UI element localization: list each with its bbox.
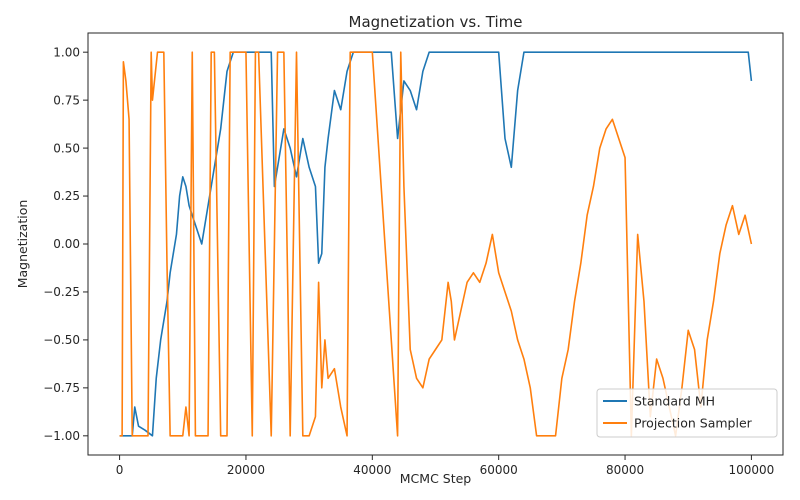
y-tick-label: 0.75 — [53, 93, 80, 107]
plot-area — [119, 51, 753, 437]
y-tick-label: 0.00 — [53, 237, 80, 251]
chart-title: Magnetization vs. Time — [349, 13, 523, 31]
x-tick-label: 0 — [116, 463, 124, 477]
x-axis: 0 20000 40000 60000 80000 100000 — [116, 455, 775, 477]
x-tick-label: 80000 — [606, 463, 644, 477]
y-tick-label: 0.25 — [53, 189, 80, 203]
legend-box — [596, 388, 778, 438]
y-tick-label: −1.00 — [43, 429, 80, 443]
legend-label-standard-mh: Standard MH — [634, 394, 715, 409]
x-tick-label: 20000 — [227, 463, 265, 477]
y-tick-label: 1.00 — [53, 45, 80, 59]
legend-label-projection-sampler: Projection Sampler — [634, 416, 753, 431]
y-tick-label: −0.75 — [43, 381, 80, 395]
series-line-standard-mh — [119, 51, 753, 437]
y-axis: −1.00 −0.75 −0.50 −0.25 0.00 0.25 0.50 0.75 1.00 — [43, 45, 88, 443]
y-tick-label: −0.50 — [43, 333, 80, 347]
x-axis-label: MCMC Step — [400, 471, 472, 486]
y-tick-label: 0.50 — [53, 141, 80, 155]
y-axis-label: Magnetization — [15, 200, 30, 289]
series-line-projection-sampler — [119, 51, 753, 437]
legend: Standard MH Projection Sampler — [596, 388, 778, 438]
x-tick-label: 40000 — [353, 463, 391, 477]
x-tick-label: 60000 — [480, 463, 518, 477]
x-tick-label: 100000 — [729, 463, 775, 477]
y-tick-label: −0.25 — [43, 285, 80, 299]
